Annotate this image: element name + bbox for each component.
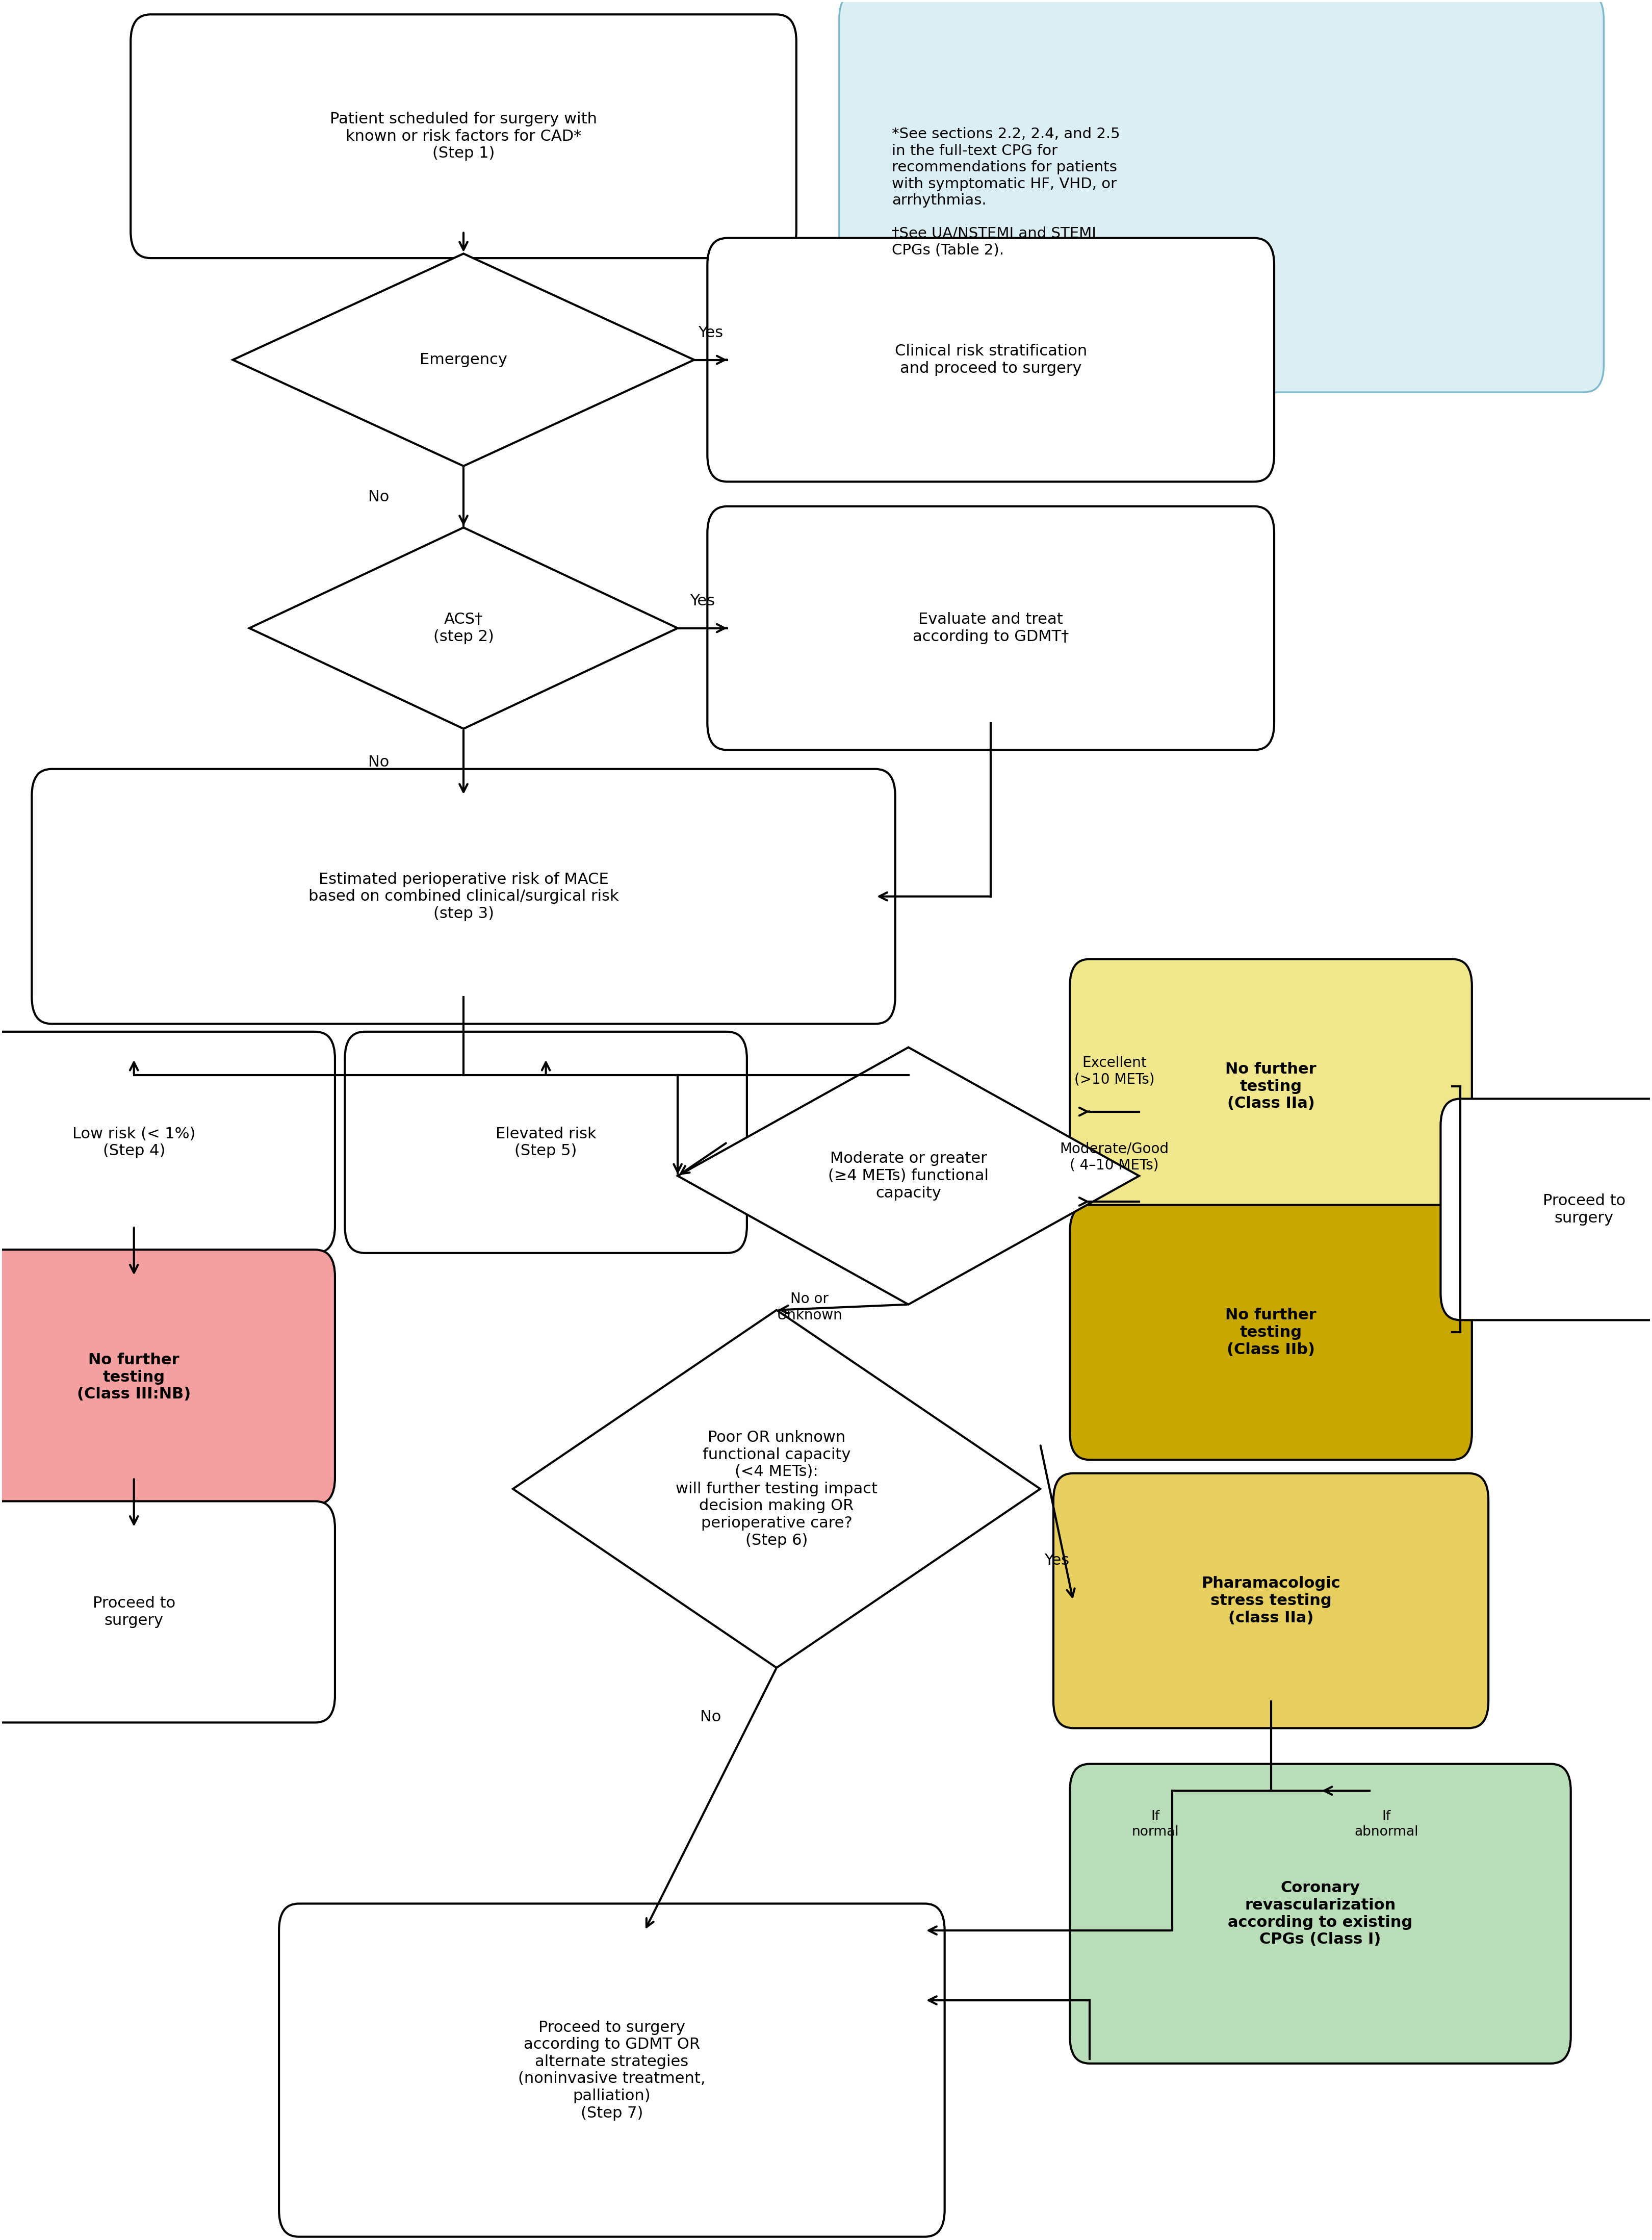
FancyBboxPatch shape (1070, 1763, 1571, 2063)
Text: Evaluate and treat
according to GDMT†: Evaluate and treat according to GDMT† (912, 612, 1069, 645)
Text: Excellent
(>10 METs): Excellent (>10 METs) (1074, 1055, 1155, 1086)
Text: Yes: Yes (699, 325, 724, 340)
FancyBboxPatch shape (279, 1904, 945, 2238)
Text: No further
testing
(Class IIa): No further testing (Class IIa) (1226, 1062, 1317, 1111)
FancyBboxPatch shape (1070, 959, 1472, 1214)
FancyBboxPatch shape (31, 768, 895, 1024)
Polygon shape (677, 1048, 1140, 1304)
Text: Estimated perioperative risk of MACE
based on combined clinical/surgical risk
(s: Estimated perioperative risk of MACE bas… (309, 871, 618, 921)
Text: Proceed to
surgery: Proceed to surgery (1543, 1194, 1626, 1225)
FancyBboxPatch shape (707, 506, 1274, 750)
Text: Emergency: Emergency (420, 352, 507, 367)
FancyBboxPatch shape (839, 0, 1604, 392)
FancyBboxPatch shape (1441, 1100, 1652, 1319)
FancyBboxPatch shape (131, 13, 796, 258)
Text: No or
Unknown: No or Unknown (776, 1292, 843, 1322)
Text: Proceed to surgery
according to GDMT OR
alternate strategies
(noninvasive treatm: Proceed to surgery according to GDMT OR … (519, 2020, 705, 2121)
Polygon shape (249, 529, 677, 728)
Text: Moderate/Good
( 4–10 METs): Moderate/Good ( 4–10 METs) (1061, 1142, 1170, 1172)
Text: No further
testing
(Class IIb): No further testing (Class IIb) (1226, 1308, 1317, 1357)
Text: Coronary
revascularization
according to existing
CPGs (Class I): Coronary revascularization according to … (1227, 1882, 1412, 1947)
Text: Proceed to
surgery: Proceed to surgery (93, 1595, 175, 1628)
Text: ACS†
(step 2): ACS† (step 2) (433, 612, 494, 645)
FancyBboxPatch shape (345, 1033, 747, 1252)
Text: No further
testing
(Class III:NB): No further testing (Class III:NB) (78, 1353, 192, 1402)
Text: Clinical risk stratification
and proceed to surgery: Clinical risk stratification and proceed… (895, 345, 1087, 376)
FancyBboxPatch shape (0, 1033, 335, 1252)
FancyBboxPatch shape (0, 1501, 335, 1723)
FancyBboxPatch shape (707, 237, 1274, 482)
Text: If
normal: If normal (1132, 1810, 1180, 1839)
Text: Elevated risk
(Step 5): Elevated risk (Step 5) (496, 1127, 596, 1158)
Polygon shape (512, 1310, 1041, 1669)
Text: No: No (368, 755, 390, 771)
Text: No: No (368, 488, 390, 504)
FancyBboxPatch shape (0, 1250, 335, 1505)
Text: If
abnormal: If abnormal (1355, 1810, 1417, 1839)
Text: No: No (700, 1709, 722, 1725)
Text: Low risk (< 1%)
(Step 4): Low risk (< 1%) (Step 4) (73, 1127, 195, 1158)
Text: Pharamacologic
stress testing
(class IIa): Pharamacologic stress testing (class IIa… (1201, 1577, 1340, 1626)
Text: Moderate or greater
(≥4 METs) functional
capacity: Moderate or greater (≥4 METs) functional… (828, 1151, 988, 1201)
FancyBboxPatch shape (1054, 1474, 1488, 1727)
Text: Yes: Yes (1044, 1552, 1069, 1568)
Polygon shape (233, 253, 694, 466)
Text: *See sections 2.2, 2.4, and 2.5
in the full-text CPG for
recommendations for pat: *See sections 2.2, 2.4, and 2.5 in the f… (892, 128, 1120, 258)
Text: Patient scheduled for surgery with
known or risk factors for CAD*
(Step 1): Patient scheduled for surgery with known… (330, 112, 596, 161)
FancyBboxPatch shape (1070, 1205, 1472, 1460)
Text: Yes: Yes (691, 594, 715, 609)
Text: Poor OR unknown
functional capacity
(<4 METs):
will further testing impact
decis: Poor OR unknown functional capacity (<4 … (676, 1429, 877, 1548)
